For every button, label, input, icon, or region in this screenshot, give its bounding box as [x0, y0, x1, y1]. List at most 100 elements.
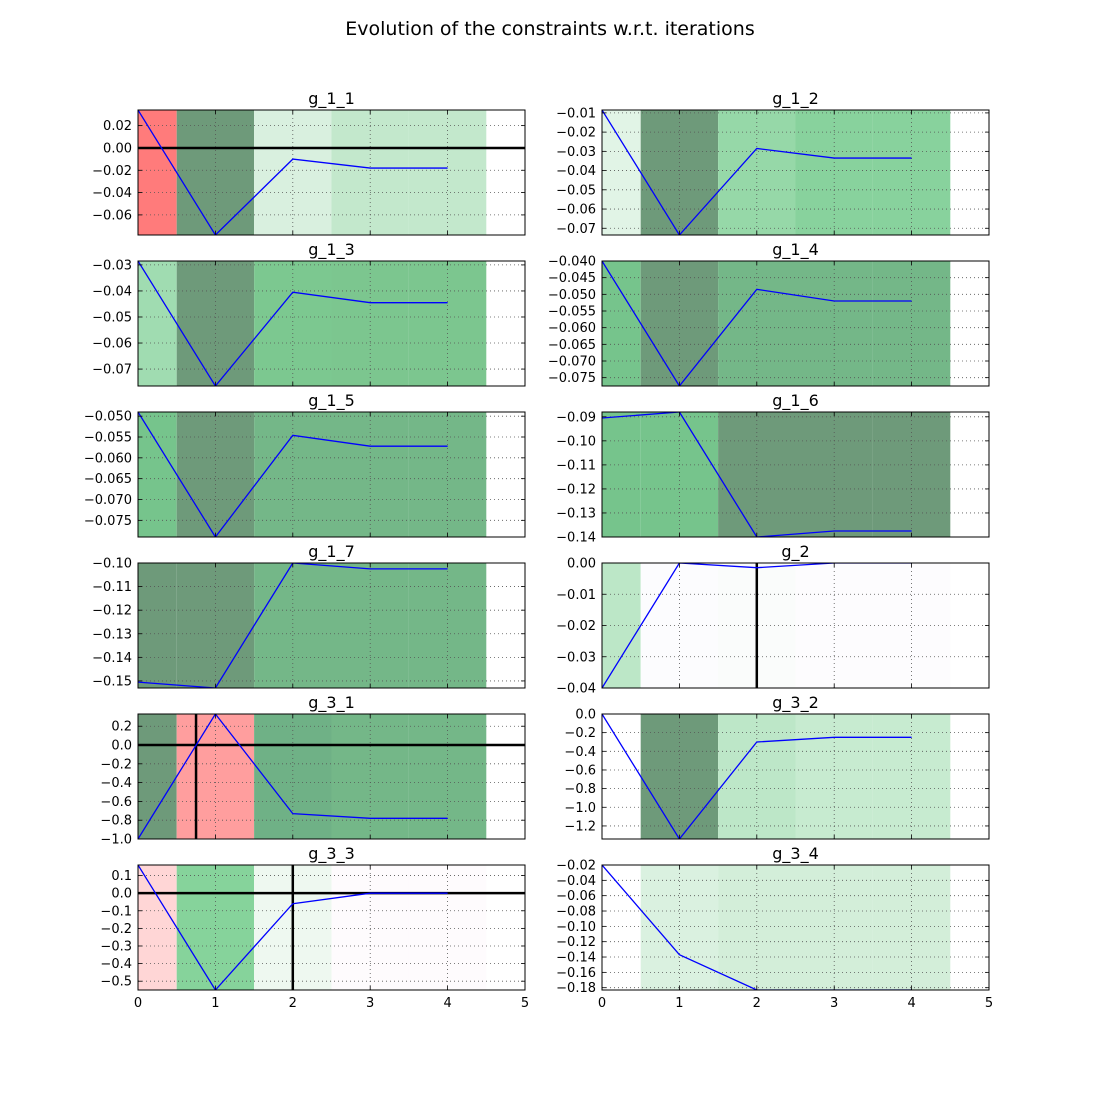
y-tick-label: 0.2	[111, 720, 132, 735]
y-tick-label: 0.0	[111, 739, 132, 754]
series-line	[602, 714, 912, 839]
status-band	[718, 865, 796, 990]
y-tick-label: −0.04	[92, 186, 132, 201]
status-band	[331, 563, 409, 688]
y-tick-label: −0.065	[84, 472, 132, 487]
status-band	[138, 412, 177, 537]
y-tick-label: −0.6	[100, 795, 132, 810]
y-tick-label: −0.060	[84, 451, 132, 466]
y-tick-label: −0.04	[556, 682, 596, 697]
y-tick-label: −0.2	[100, 922, 132, 937]
subplot-g-3-2: 0.0 −0.2 −0.4 −0.6 −0.8 −1.0 −1.2 g_3_2	[564, 693, 990, 840]
y-tick-label: −0.050	[548, 288, 596, 303]
y-tick-label: −0.09	[556, 410, 596, 425]
y-tick-label: −0.04	[556, 874, 596, 889]
status-band	[602, 261, 641, 386]
status-band	[718, 412, 796, 537]
y-tick-label: −0.05	[556, 183, 596, 198]
y-tick-label: −0.11	[92, 580, 132, 595]
x-tick-label: 1	[211, 996, 219, 1011]
x-tick-label: 3	[366, 996, 374, 1011]
x-tick-label: 0	[134, 996, 142, 1011]
y-tick-label: −0.12	[92, 604, 132, 619]
axes-frame	[137, 713, 526, 840]
status-band	[795, 412, 873, 537]
axes-frame	[137, 411, 526, 538]
y-tick-label: −1.0	[100, 833, 132, 848]
status-band	[331, 865, 409, 990]
y-tick-label: −0.02	[556, 619, 596, 634]
status-band	[331, 110, 409, 235]
subplot-title: g_3_3	[308, 844, 355, 864]
x-tick-label: 4	[907, 996, 915, 1011]
status-band	[718, 110, 796, 235]
status-band	[602, 865, 641, 990]
axes-frame	[137, 109, 526, 236]
status-band	[138, 714, 177, 839]
y-tick-label: −0.070	[548, 355, 596, 370]
status-band	[138, 110, 177, 235]
y-tick-label: −0.16	[556, 966, 596, 981]
y-tick-label: −0.01	[556, 588, 596, 603]
y-tick-label: −1.0	[564, 801, 596, 816]
subplot-g-2: 0.00 −0.01 −0.02 −0.03 −0.04 g_2	[556, 542, 990, 697]
y-tick-label: −0.01	[556, 106, 596, 121]
status-band	[176, 110, 255, 235]
subplot-title: g_1_7	[308, 542, 355, 562]
x-tick-label: 2	[753, 996, 761, 1011]
subplot-title: g_1_5	[308, 391, 355, 411]
subplot-title: g_3_1	[308, 693, 355, 713]
y-tick-label: 0.00	[103, 141, 132, 156]
subplot-g-1-3: −0.03 −0.04 −0.05 −0.06 −0.07 g_1_3	[92, 240, 526, 387]
status-band	[408, 261, 487, 386]
status-band	[602, 412, 641, 537]
subplot-title: g_1_4	[772, 240, 819, 260]
x-tick-label: 5	[521, 996, 529, 1011]
subplot-title: g_1_2	[772, 89, 819, 109]
status-band	[640, 865, 719, 990]
axes-frame	[137, 562, 526, 689]
series-line	[138, 865, 448, 990]
y-tick-label: −0.04	[556, 164, 596, 179]
y-tick-label: −0.075	[84, 514, 132, 529]
series-line	[602, 261, 912, 386]
status-band	[640, 110, 719, 235]
axes-frame	[137, 864, 526, 991]
y-tick-label: −0.12	[556, 482, 596, 497]
y-tick-label: −0.12	[556, 935, 596, 950]
status-band	[872, 110, 951, 235]
y-tick-label: −0.14	[556, 951, 596, 966]
axes-frame	[601, 713, 990, 840]
y-tick-label: −0.4	[564, 745, 596, 760]
status-band	[408, 865, 487, 990]
status-band	[331, 261, 409, 386]
series-line	[138, 261, 448, 386]
subplot-g-1-5: −0.050 −0.055 −0.060 −0.065 −0.070 −0.075 g_1_…	[84, 391, 526, 538]
subplot-title: g_3_4	[772, 844, 819, 864]
status-band	[138, 563, 177, 688]
subplot-g-1-7: −0.10 −0.11 −0.12 −0.13 −0.14 −0.15 g_1_7	[92, 542, 526, 689]
y-tick-label: −0.13	[92, 627, 132, 642]
series-line	[602, 412, 912, 537]
y-tick-label: −0.075	[548, 371, 596, 386]
x-tick-label: 0	[598, 996, 606, 1011]
y-tick-label: −0.06	[92, 208, 132, 223]
status-band	[331, 412, 409, 537]
status-band	[176, 563, 255, 688]
series-line	[138, 110, 448, 235]
series-line	[602, 563, 912, 688]
y-tick-label: 0.1	[111, 869, 132, 884]
subplot-title: g_1_3	[308, 240, 355, 260]
subplot-g-3-4: −0.02−0.04−0.06−0.08−0.10−0.12−0.14−0.16…	[556, 844, 993, 1011]
subplot-g-3-1: 0.2 0.0 −0.2 −0.4 −0.6 −0.8 −1.0 g_3_1	[100, 693, 526, 848]
status-band	[602, 714, 641, 839]
status-band	[138, 865, 177, 990]
subplot-title: g_1_6	[772, 391, 819, 411]
y-tick-label: −0.06	[92, 337, 132, 352]
subplot-g-1-6: −0.09 −0.10 −0.11 −0.12 −0.13 −0.14 g_1_6	[556, 391, 990, 546]
status-band	[795, 261, 873, 386]
subplot-g-1-1: 0.02 0.00 −0.02 −0.04 −0.06 g_1_1	[92, 89, 526, 236]
status-band	[176, 412, 255, 537]
y-tick-label: −0.06	[556, 203, 596, 218]
